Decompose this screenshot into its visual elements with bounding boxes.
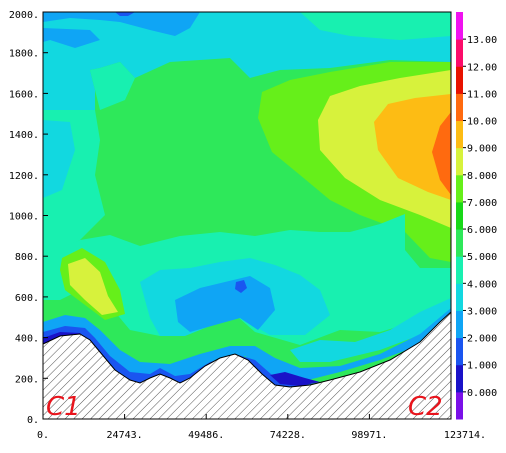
contour-red-orange: [432, 112, 451, 195]
y-tick-label: 0.: [27, 415, 39, 426]
colorbar-swatch: [456, 120, 463, 149]
colorbar-label: 10.00: [467, 117, 497, 128]
y-tick-label: 200.: [15, 374, 39, 385]
y-tick-label: 400.: [15, 334, 39, 345]
y-tick-label: 2000.: [9, 10, 39, 21]
y-tick-label: 1800.: [9, 49, 39, 60]
colorbar-swatch: [456, 391, 463, 420]
y-tick-label: 1600.: [9, 89, 39, 100]
x-axis: 0. 24743. 49486. 74228. 98971. 123714.: [37, 414, 486, 441]
y-axis: 0. 200. 400. 600. 800. 1000. 1200. 1400. 1600. 18…: [9, 10, 48, 426]
x-tick-label: 98971.: [351, 430, 387, 441]
colorbar-swatch: [456, 201, 463, 230]
y-tick-label: 800.: [15, 252, 39, 263]
contour-surface-navy: [270, 372, 320, 386]
colorbar-swatch: [456, 337, 463, 366]
colorbar-swatch: [456, 364, 463, 393]
x-tick-label: 74228.: [270, 430, 306, 441]
colorbar-label: 9.000: [467, 144, 497, 155]
contour-top-band: [43, 12, 451, 110]
contour-top-blue-2: [43, 28, 100, 48]
colorbar-swatch: [456, 66, 463, 94]
colorbar-swatch: [456, 12, 463, 40]
contour-right-cyan: [290, 298, 451, 362]
colorbar-label: 0.000: [467, 388, 497, 399]
contour-surface-blue: [43, 308, 451, 382]
colorbar: 0.000 1.000 2.000 3.000 4.000 5.000 6.000 7.000…: [456, 12, 497, 420]
contour-center-dot: [235, 280, 247, 293]
colorbar-label: 11.00: [467, 89, 497, 100]
y-tick-label: 600.: [15, 293, 39, 304]
colorbar-label: 4.000: [467, 279, 497, 290]
colorbar-swatch: [456, 310, 463, 339]
colorbar-swatch: [456, 174, 463, 203]
colorbar-swatch: [456, 283, 463, 311]
colorbar-label: 5.000: [467, 252, 497, 263]
colorbar-label: 12.00: [467, 62, 497, 73]
colorbar-label: 1.000: [467, 361, 497, 372]
x-tick-label: 24743.: [107, 430, 143, 441]
annotation-c2: C2: [408, 392, 443, 422]
colorbar-swatch: [456, 256, 463, 284]
colorbar-swatch: [456, 229, 463, 257]
contour-top-dark: [115, 12, 135, 16]
y-tick-label: 1400.: [9, 130, 39, 141]
contour-upper-right: [300, 12, 451, 40]
colorbar-label: 13.00: [467, 35, 497, 46]
annotation-c1: C1: [46, 392, 81, 422]
contour-left-yellow: [68, 258, 118, 315]
y-tick-label: 1200.: [9, 171, 39, 182]
colorbar-swatch: [456, 147, 463, 176]
contour-top-blue: [43, 12, 200, 36]
topography: [42, 310, 452, 420]
contour-orange: [374, 94, 451, 200]
colorbar-label: 3.000: [467, 306, 497, 317]
colorbar-label: 2.000: [467, 334, 497, 345]
colorbar-label: 8.000: [467, 171, 497, 182]
x-tick-label: 0.: [37, 430, 49, 441]
colorbar-label: 7.000: [467, 198, 497, 209]
x-tick-label: 49486.: [188, 430, 224, 441]
colorbar-label: 6.000: [467, 225, 497, 236]
x-tick-label: 123714.: [444, 430, 486, 441]
contour-center-blue: [175, 276, 275, 332]
contour-left-cyan-2: [43, 120, 75, 198]
colorbar-swatch: [456, 93, 463, 122]
y-tick-label: 1000.: [9, 212, 39, 223]
colorbar-swatch: [456, 39, 463, 67]
contour-top-band-inner: [90, 62, 135, 110]
